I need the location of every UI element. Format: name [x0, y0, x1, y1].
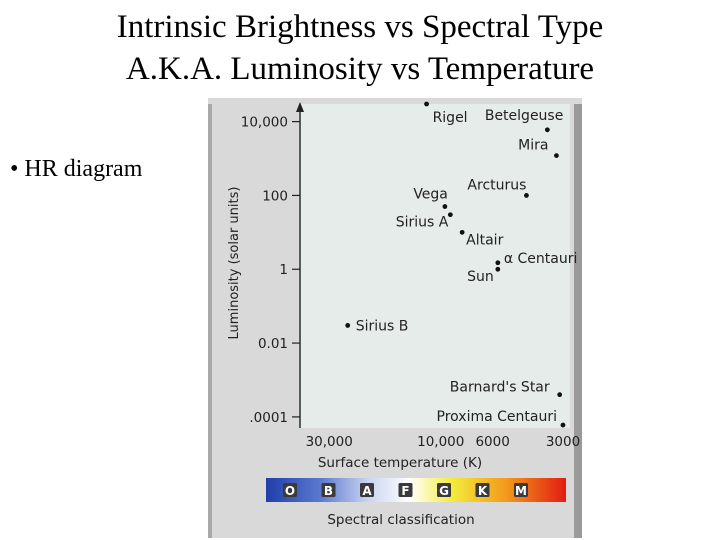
y-tick-label: 1	[279, 262, 288, 278]
star-point-sirius-a	[447, 212, 453, 218]
star-point-vega	[442, 204, 448, 209]
spectral-class-box-g	[437, 483, 451, 497]
spectral-class-box-b	[321, 483, 336, 497]
tick-labels: 10,000 100 1 0.01 .0001 30,000 10,000 6000 3000	[241, 115, 580, 450]
star-point-proxima-centauri	[560, 422, 566, 428]
x-axis-title: Surface temperature (K)	[318, 455, 482, 471]
y-axis-arrow	[296, 102, 304, 112]
spectral-class-o: O	[285, 484, 295, 498]
spectral-class-box-f	[398, 483, 413, 497]
y-tick-label: .0001	[249, 410, 288, 426]
figure-shadow-right	[574, 104, 582, 538]
star-label-sirius-b: Sirius B	[356, 318, 409, 334]
star-point-sun	[495, 266, 501, 272]
spectral-caption: Spectral classification	[327, 512, 474, 528]
plot-area	[300, 104, 570, 428]
star-label-altair: Altair	[466, 232, 503, 248]
y-axis-title: Luminosity (solar units)	[227, 187, 242, 340]
star-point-barnard-s-star	[557, 392, 563, 398]
y-tick-label: 100	[262, 188, 288, 204]
x-tick-label: 30,000	[306, 434, 353, 450]
star-label-mira: Mira	[518, 138, 548, 154]
bullet-text: HR diagram	[24, 156, 143, 182]
spectral-class-box-o	[283, 483, 297, 497]
star-label-vega: Vega	[413, 187, 448, 203]
y-tick-label: 10,000	[241, 115, 288, 131]
star-point-arcturus	[524, 193, 529, 198]
spectral-class-m: M	[515, 484, 527, 498]
spectral-class-g: G	[439, 484, 449, 498]
star-label-alpha-centauri: α Centauri	[504, 251, 578, 267]
star-point-rigel	[424, 101, 429, 107]
spectral-class-k: K	[478, 484, 488, 498]
star-point-betelgeuse	[544, 127, 550, 133]
spectral-class-box-k	[475, 483, 490, 497]
star-points: Rigel Betelgeuse Mira Vega Arcturus Sirius A A…	[345, 101, 578, 428]
star-point-sirius-b	[345, 323, 351, 328]
star-label-sirius-a: Sirius A	[396, 215, 449, 231]
y-tick-label: 0.01	[258, 336, 288, 352]
star-point-mira	[554, 153, 559, 158]
spectral-class-a: A	[362, 484, 372, 498]
title-line-1: Intrinsic Brightness vs Spectral Type	[116, 9, 604, 45]
figure-shadow-left	[208, 104, 212, 538]
spectral-class-f: F	[401, 484, 409, 498]
hr-diagram-figure: Luminosity (solar units) Surface tempera…	[208, 98, 582, 538]
bullet-marker: •	[10, 156, 25, 182]
star-label-rigel: Rigel	[433, 110, 468, 126]
slide-title: Intrinsic Brightness vs Spectral Type A.…	[0, 6, 720, 90]
star-label-betelgeuse: Betelgeuse	[485, 108, 563, 124]
title-line-2: A.K.A. Luminosity vs Temperature	[125, 51, 595, 87]
star-label-sun: Sun	[467, 269, 494, 285]
star-label-arcturus: Arcturus	[467, 177, 526, 193]
star-label-barnard-s-star: Barnard's Star	[450, 380, 550, 396]
bullet-item: • HR diagram	[10, 156, 142, 183]
star-point-altair	[459, 229, 465, 235]
x-tick-label: 6000	[475, 434, 509, 450]
x-tick-label: 3000	[546, 434, 580, 450]
star-label-proxima-centauri: Proxima Centauri	[437, 409, 557, 425]
x-tick-label: 10,000	[417, 434, 464, 450]
spectral-class-box-a	[360, 483, 374, 497]
axes	[296, 102, 304, 428]
spectral-class-box-m	[514, 483, 528, 497]
star-point-alpha-centauri	[495, 260, 501, 266]
spectral-class-b: B	[324, 484, 333, 498]
